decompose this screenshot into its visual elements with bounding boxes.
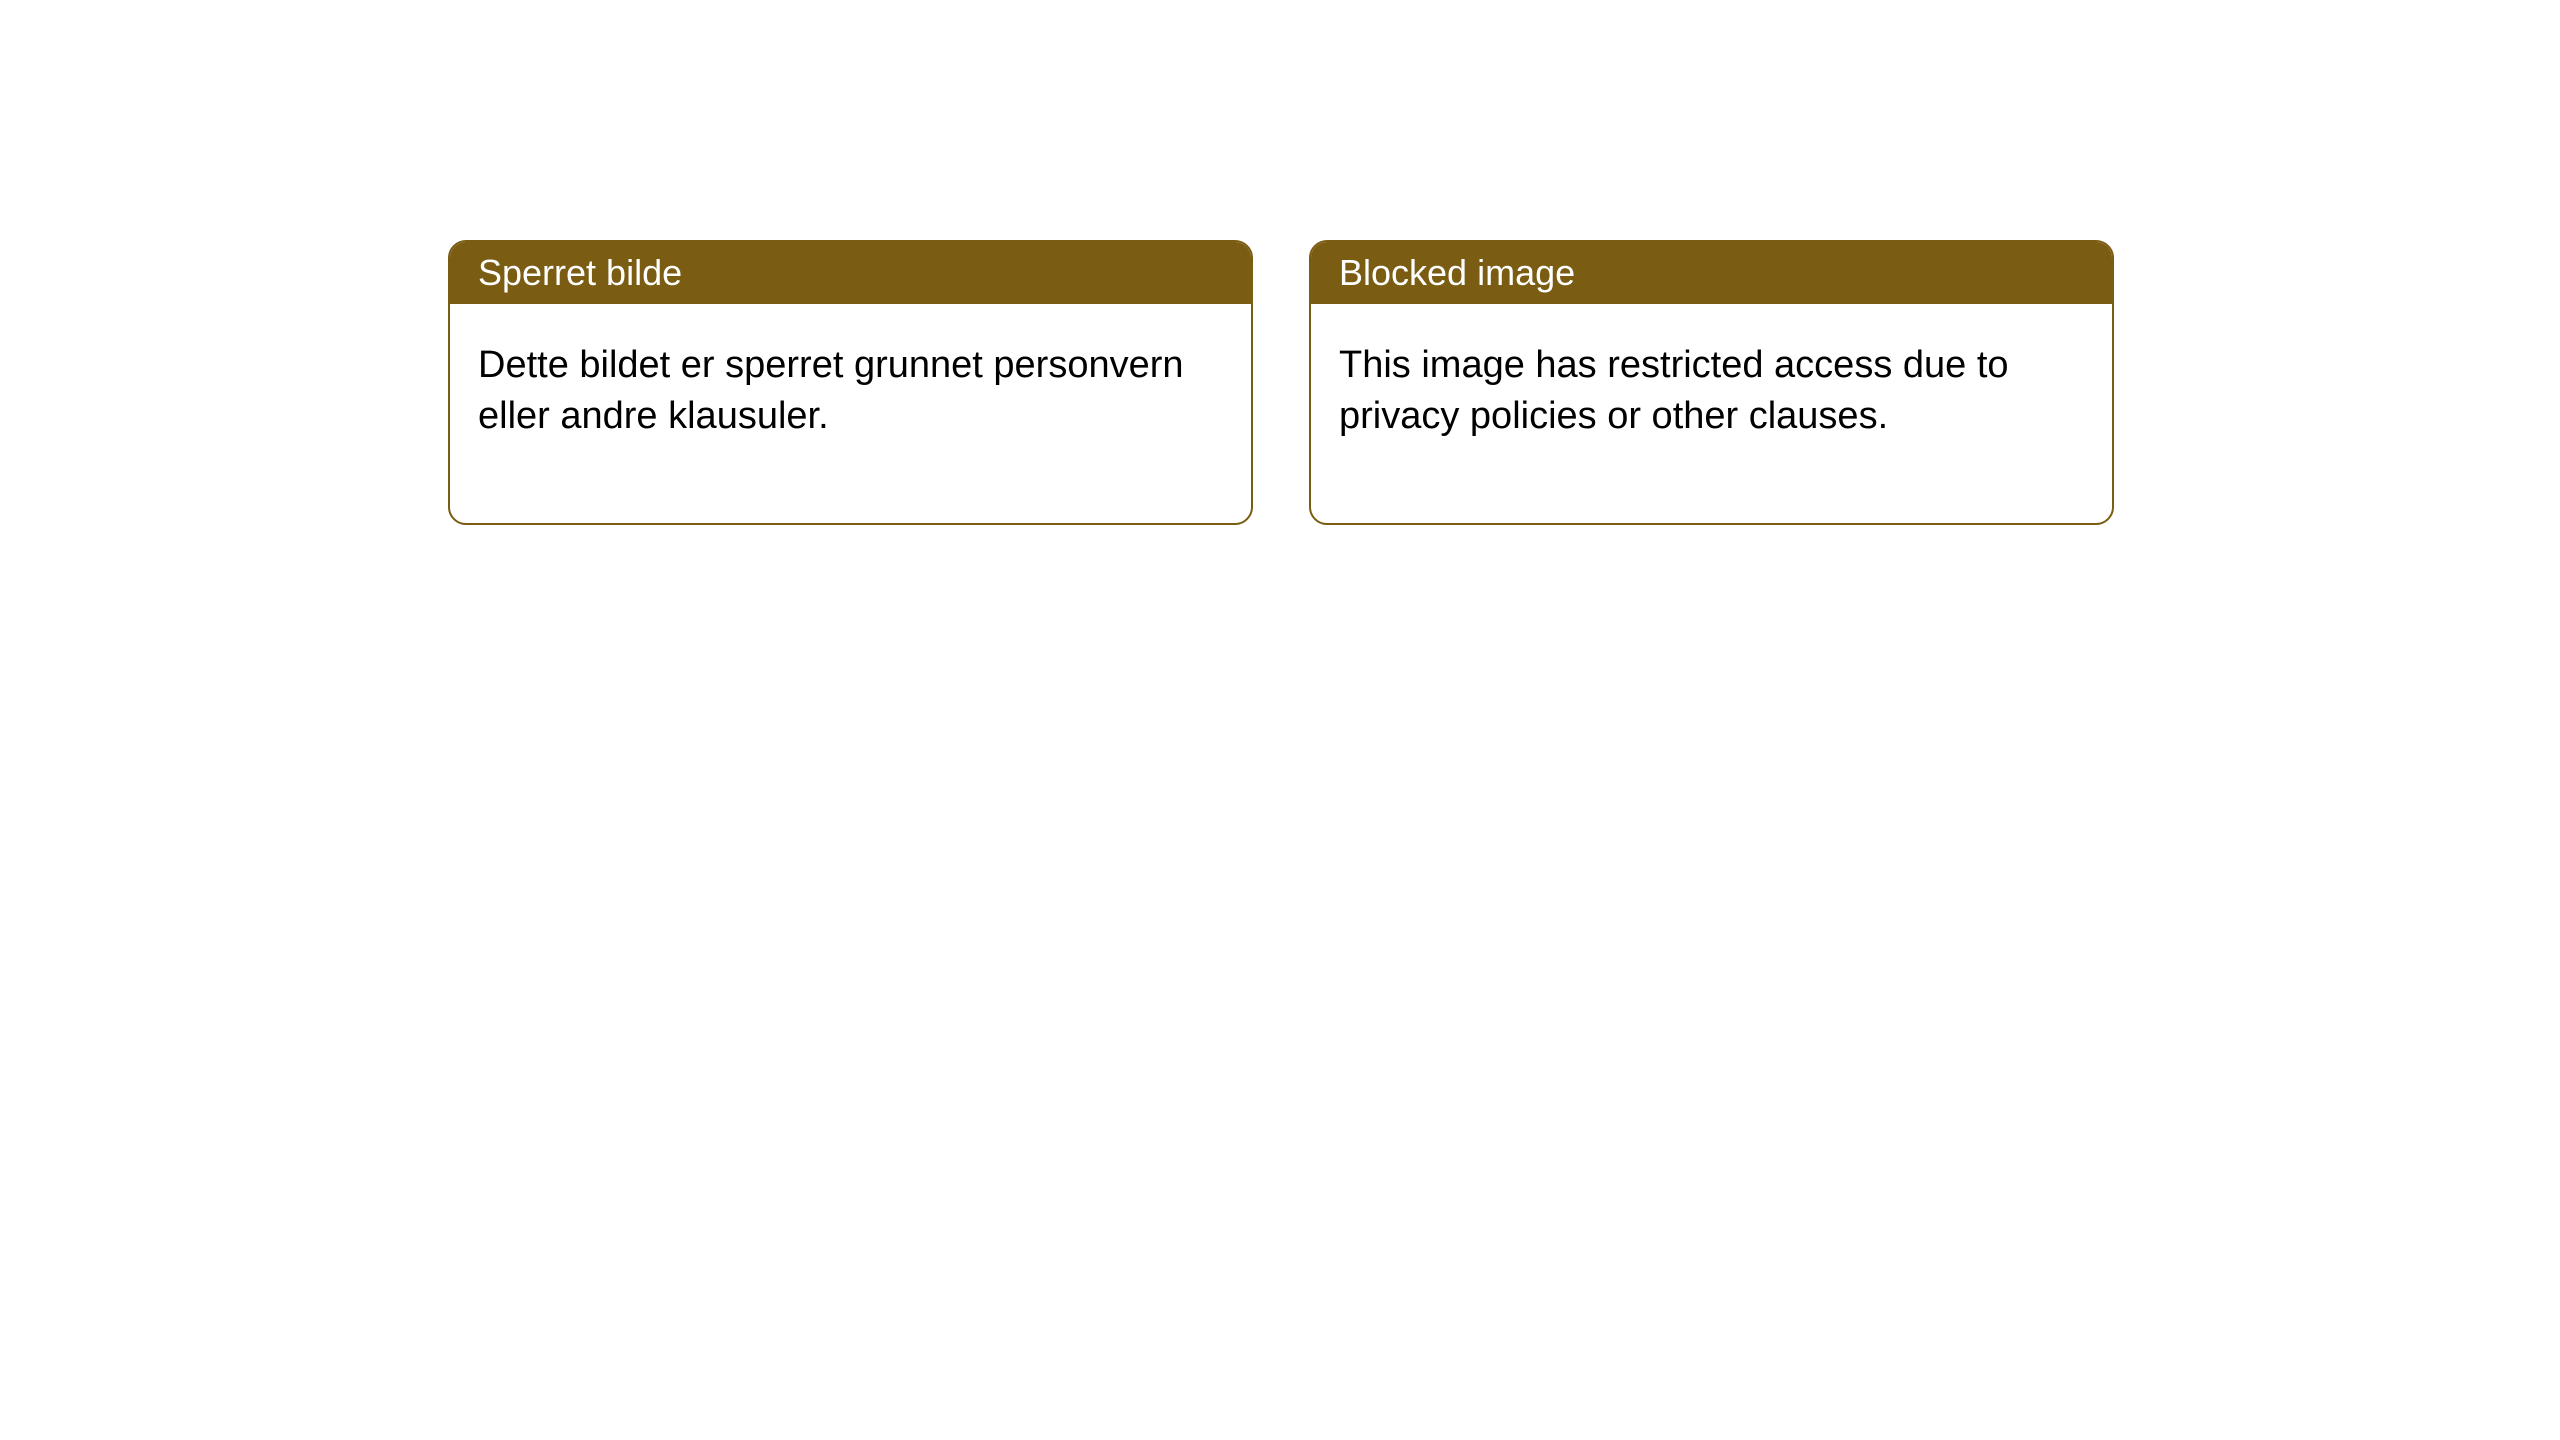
notice-title: Blocked image bbox=[1339, 252, 1575, 293]
notice-body-text: This image has restricted access due to … bbox=[1339, 344, 2009, 437]
notice-header: Sperret bilde bbox=[450, 242, 1251, 304]
notice-body: Dette bildet er sperret grunnet personve… bbox=[450, 304, 1251, 523]
notice-title: Sperret bilde bbox=[478, 252, 682, 293]
notice-container: Sperret bilde Dette bildet er sperret gr… bbox=[448, 240, 2114, 525]
notice-body-text: Dette bildet er sperret grunnet personve… bbox=[478, 344, 1184, 437]
notice-card-english: Blocked image This image has restricted … bbox=[1309, 240, 2114, 525]
notice-header: Blocked image bbox=[1311, 242, 2112, 304]
notice-card-norwegian: Sperret bilde Dette bildet er sperret gr… bbox=[448, 240, 1253, 525]
notice-body: This image has restricted access due to … bbox=[1311, 304, 2112, 523]
